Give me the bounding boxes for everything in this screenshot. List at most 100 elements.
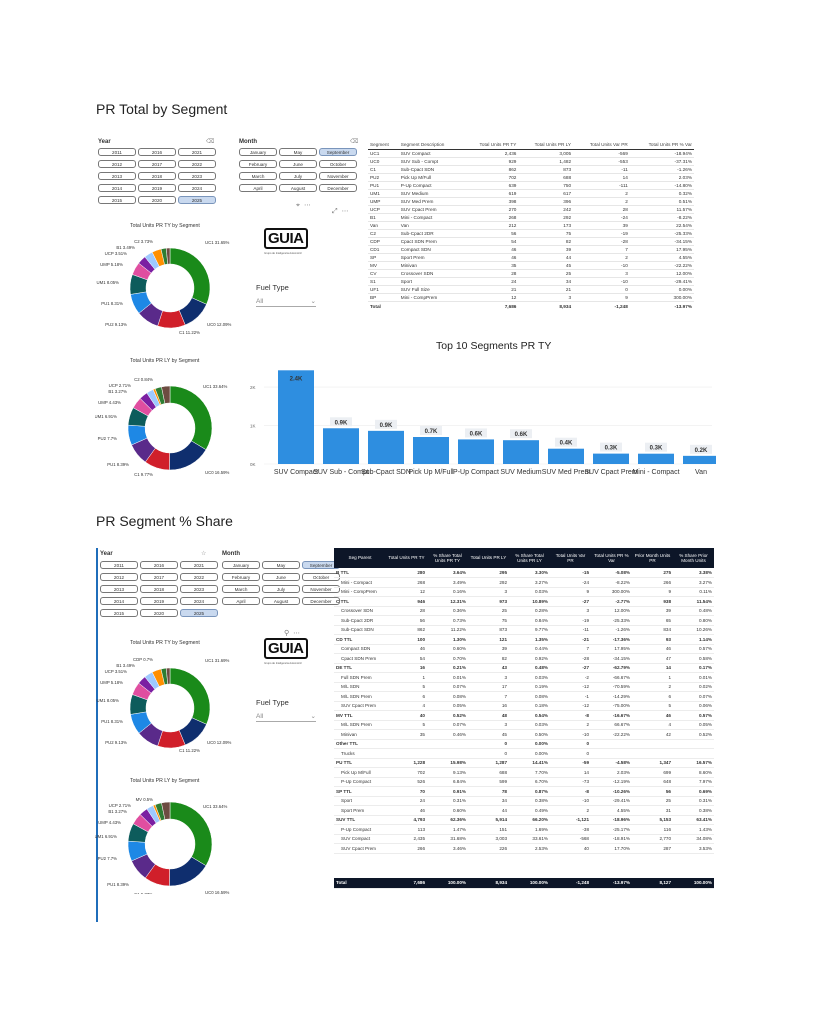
group-row[interactable]: Other TTL 0 0.00% 0 <box>334 739 714 749</box>
month-option[interactable]: May <box>279 148 317 156</box>
table-row[interactable]: Trucks 0 0.00% 0 <box>334 748 714 759</box>
table-row[interactable]: B1 Mini - Compact 268 292 -24 -8.22% <box>368 213 694 222</box>
more-options-icon[interactable]: ⋯ <box>293 630 305 637</box>
table-row[interactable]: M/L SDN Prem 6 0.08% 7 0.08% -1 -14.29% 6 0.07% <box>334 691 714 702</box>
table-row[interactable]: UMP SUV Med Prem 398 396 2 0.51% <box>368 197 694 206</box>
month-option[interactable]: July <box>262 585 300 593</box>
column-header[interactable]: % Share Total Units PR LY <box>509 548 550 568</box>
year-option[interactable]: 2013 <box>100 585 138 593</box>
group-row[interactable]: SP TTL 70 0.91% 78 0.87% -8 -10.26% 56 0.69% <box>334 786 714 797</box>
table-row[interactable]: P-Up Compact 113 1.47% 151 1.69% -38 -25.17% 11… <box>334 824 714 835</box>
year-option[interactable]: 2019 <box>140 597 178 605</box>
column-header[interactable]: Total Units PR TY <box>463 137 519 150</box>
donut-slice[interactable] <box>169 801 213 867</box>
table-row[interactable]: PU1 P-Up Compact 639 750 -111 -14.80% <box>368 181 694 190</box>
visual-header-icons[interactable]: ⌖⋯ <box>296 201 315 210</box>
bar[interactable] <box>368 430 404 464</box>
month-option[interactable]: June <box>279 160 317 168</box>
table-row[interactable]: M/L SDN Prem 5 0.07% 3 0.03% 2 66.67% 4 0.05% <box>334 720 714 730</box>
month-option[interactable]: August <box>262 597 300 605</box>
column-header[interactable]: Total Units PR % Var <box>629 137 694 150</box>
eraser-icon[interactable]: ⌫ <box>350 139 359 145</box>
month-option[interactable]: March <box>239 172 277 180</box>
month-option[interactable]: July <box>279 172 317 180</box>
year-option[interactable]: 2016 <box>138 148 176 156</box>
bar[interactable] <box>458 439 494 464</box>
pin-icon[interactable]: ⌖ <box>296 202 304 209</box>
table-row[interactable]: UC1 SUV Compact 2,436 3,005 -569 -18.94% <box>368 149 694 158</box>
table-row[interactable]: M/L SDN 5 0.07% 17 0.19% -12 -70.59% 2 0.02% <box>334 682 714 692</box>
year-option[interactable]: 2019 <box>138 184 176 192</box>
year-option[interactable]: 2023 <box>178 172 216 180</box>
fuel-type-dropdown[interactable]: All ⌄ <box>256 711 316 722</box>
table-row[interactable]: SUV Compact 2,435 31.68% 3,003 33.61% -568 -18… <box>334 834 714 844</box>
year-option[interactable]: 2018 <box>140 585 178 593</box>
year-option[interactable]: 2022 <box>178 160 216 168</box>
table-row[interactable]: Mini - CompPrem 12 0.16% 3 0.03% 9 300.00% 9 0.1… <box>334 587 714 597</box>
year-option[interactable]: 2025 <box>178 196 216 204</box>
year-option[interactable]: 2022 <box>180 573 218 581</box>
table-row[interactable]: UM1 SUV Medium 619 617 2 0.32% <box>368 189 694 198</box>
year-option[interactable]: 2023 <box>180 585 218 593</box>
bar[interactable] <box>593 453 629 464</box>
table-row[interactable]: PU2 Pick Up M/Full 702 688 14 2.03% <box>368 173 694 182</box>
month-option[interactable]: January <box>222 561 260 569</box>
table-row[interactable]: Compact SDN 46 0.60% 39 0.44% 7 17.95% 46 0.57% <box>334 644 714 654</box>
year-option[interactable]: 2020 <box>138 196 176 204</box>
column-header[interactable]: Total Units Var PR <box>573 137 630 150</box>
month-option[interactable]: August <box>279 184 317 192</box>
month-option[interactable]: December <box>319 184 357 192</box>
bar[interactable] <box>683 455 716 464</box>
bar[interactable] <box>503 440 539 464</box>
year-option[interactable]: 2015 <box>100 609 138 617</box>
table-row[interactable]: MV Minivan 35 45 -10 -22.22% <box>368 261 694 270</box>
month-option[interactable]: January <box>239 148 277 156</box>
column-header[interactable]: Segment <box>368 137 399 150</box>
month-option[interactable]: March <box>222 585 260 593</box>
donut-slice[interactable] <box>169 247 211 305</box>
table-row[interactable]: Sub-Cpact 2DR 56 0.73% 75 0.84% -19 -25.33% 65 0… <box>334 615 714 626</box>
table-row[interactable]: CDP Cpact SDN Prem 54 82 -28 -34.15% <box>368 237 694 246</box>
focus-mode-icons[interactable]: ⤢⋯ <box>332 207 353 216</box>
year-option[interactable]: 2024 <box>178 184 216 192</box>
month-option[interactable]: October <box>319 160 357 168</box>
year-option[interactable]: 2012 <box>100 573 138 581</box>
table-row[interactable]: Cpact SDN Prem 54 0.70% 82 0.92% -28 -34.15% 47… <box>334 653 714 664</box>
year-option[interactable]: 2011 <box>100 561 138 569</box>
year-option[interactable]: 2018 <box>138 172 176 180</box>
column-header[interactable]: Total Units Var PR <box>550 548 591 568</box>
table-row[interactable]: P-Up Compact 526 6.84% 599 6.70% -73 -12.19% 64… <box>334 777 714 787</box>
table-row[interactable]: Sport 24 0.31% 34 0.38% -10 -29.41% 25 0.31% <box>334 796 714 806</box>
table-row[interactable]: Sport Prem 46 0.60% 44 0.49% 2 4.55% 31 0.38% <box>334 805 714 816</box>
fuel-type-dropdown[interactable]: All ⌄ <box>256 296 316 307</box>
column-header[interactable]: % Share Total Units PR TY <box>427 548 468 568</box>
month-option[interactable]: June <box>262 573 300 581</box>
bar[interactable] <box>413 437 449 464</box>
table-row[interactable]: Crossover SDN 28 0.36% 25 0.28% 3 12.00% 39 0.48… <box>334 606 714 616</box>
month-option[interactable]: May <box>262 561 300 569</box>
year-option[interactable]: 2021 <box>178 148 216 156</box>
table-row[interactable]: C1 Sub-Cpact SDN 862 873 -11 -1.26% <box>368 165 694 174</box>
filter-icon[interactable]: ⚲ <box>284 630 294 637</box>
table-row[interactable]: Mini - Compact 268 3.49% 292 3.27% -24 -8.22% 2… <box>334 577 714 588</box>
column-header[interactable]: Total Units PR LY <box>518 137 574 150</box>
column-header[interactable]: Total Units PR % Var <box>591 548 632 568</box>
column-header[interactable]: Total Units PR TY <box>386 548 427 568</box>
donut-slice[interactable] <box>169 667 211 725</box>
donut-slice[interactable] <box>161 801 171 820</box>
group-row[interactable]: B TTL 280 3.64% 295 3.30% -15 -5.08% 275 3.38% <box>334 568 714 578</box>
table-row[interactable]: UC0 SUV Sub - Compt 929 1,482 -553 -37.31% <box>368 157 694 166</box>
table-row[interactable]: Sub-Cpact SDN 862 11.22% 873 9.77% -11 -1.26% 8… <box>334 625 714 635</box>
year-option[interactable]: 2025 <box>180 609 218 617</box>
bar[interactable] <box>548 448 584 464</box>
year-option[interactable]: 2014 <box>98 184 136 192</box>
bar[interactable] <box>638 453 674 464</box>
group-row[interactable]: CD TTL 100 1.30% 121 1.35% -21 -17.36% 93 1.14% <box>334 634 714 645</box>
year-option[interactable]: 2012 <box>98 160 136 168</box>
column-header[interactable]: Total Units PR LY <box>468 548 509 568</box>
table-row[interactable]: SP Sport Prem 46 44 2 4.55% <box>368 253 694 262</box>
table-row[interactable]: UF1 SUV Full Size 21 21 0 0.00% <box>368 285 694 294</box>
donut-slice[interactable] <box>165 247 171 265</box>
bar[interactable] <box>323 428 359 464</box>
table-row[interactable]: SUV Cpact Prem 4 0.05% 16 0.18% -12 -75.00% 5 0.… <box>334 701 714 711</box>
